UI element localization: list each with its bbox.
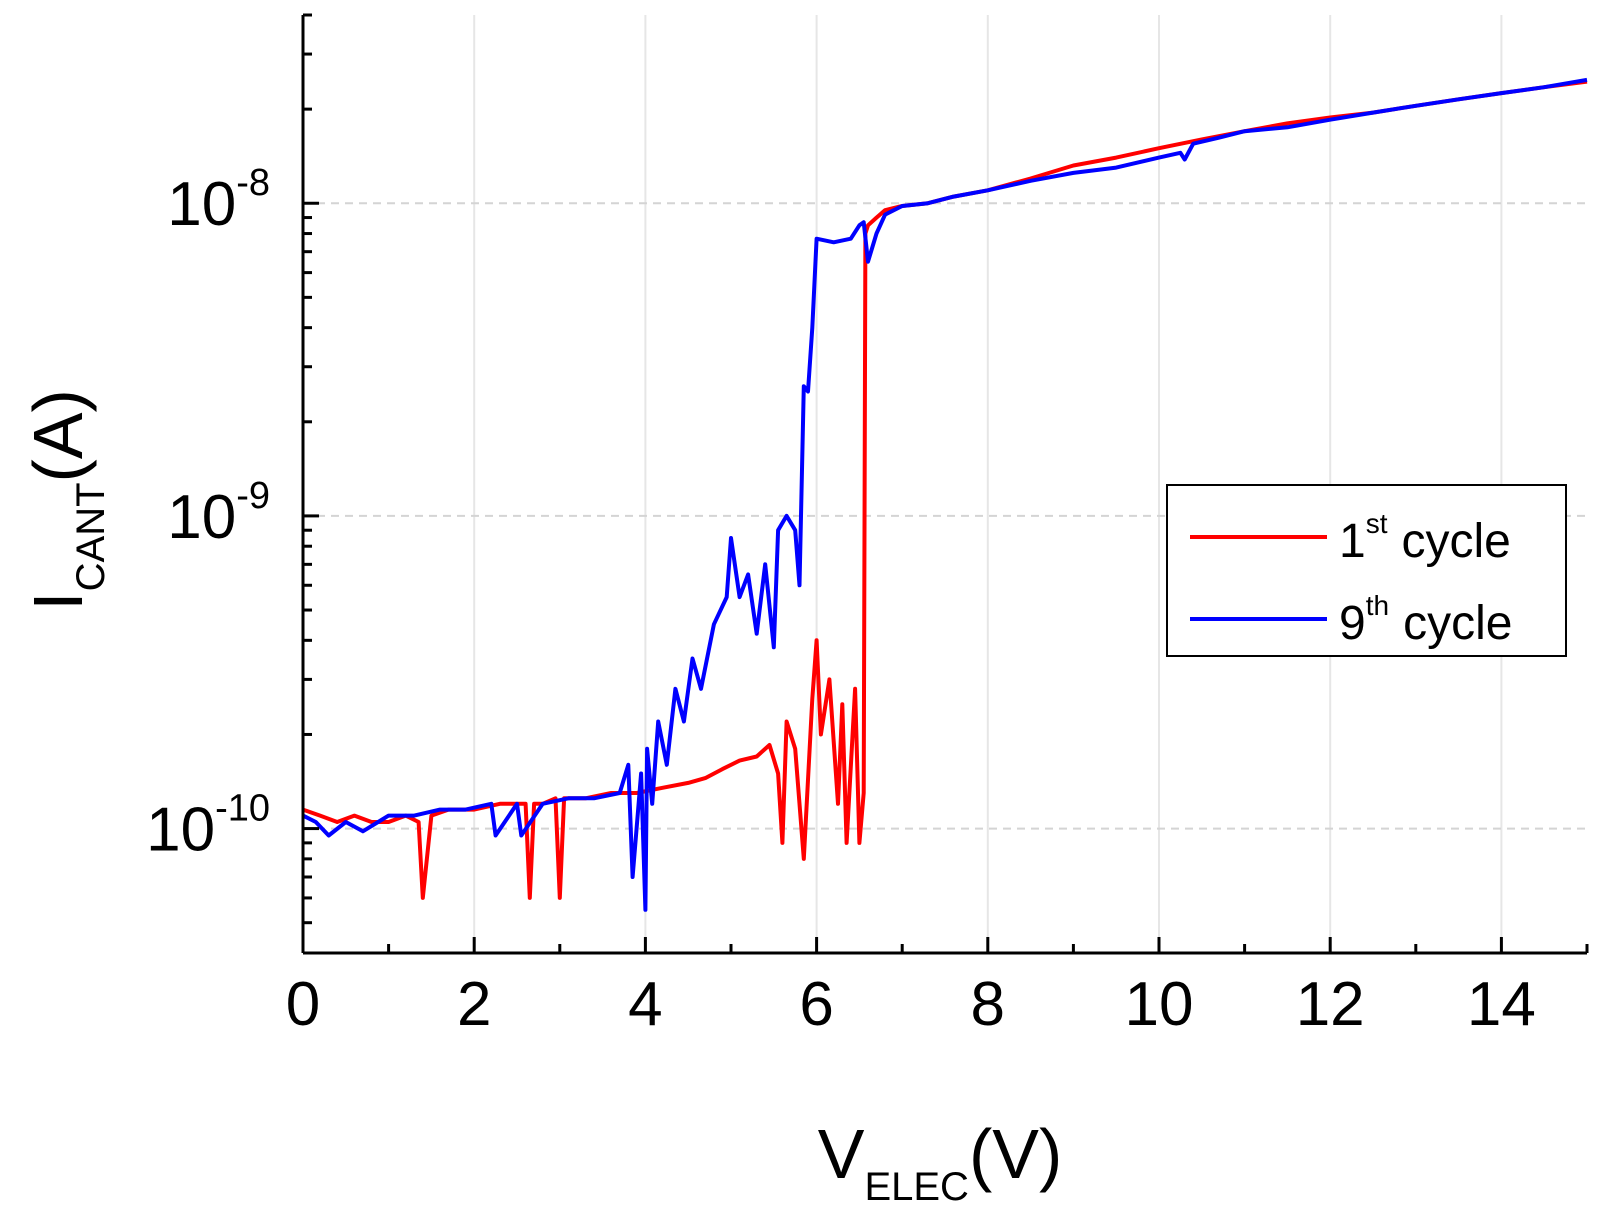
x-tick-label: 10 (1125, 970, 1194, 1039)
legend-item-1st-cycle: 1st cycle (1190, 508, 1511, 568)
x-tick-label: 8 (971, 970, 1005, 1039)
legend-label-9th-sup: th (1366, 590, 1389, 621)
legend-label-9th-num: 9 (1339, 597, 1366, 650)
y-tick-base: 10 (167, 170, 236, 239)
x-tick-label: 6 (799, 970, 833, 1039)
y-tick-label: 10-10 (146, 788, 270, 865)
x-axis-title-sub: ELEC (864, 1165, 969, 1209)
legend-label-1st-cycle: 1st cycle (1339, 508, 1511, 568)
y-axis-title-main: I (19, 591, 97, 610)
legend-item-9th-cycle: 9th cycle (1190, 590, 1512, 650)
y-tick-label: 10-8 (167, 162, 270, 239)
x-tick-label: 4 (628, 970, 662, 1039)
legend: 1st cycle 9th cycle (1166, 484, 1567, 657)
legend-label-9th-cycle: 9th cycle (1339, 590, 1512, 650)
y-tick-exponent: -9 (236, 475, 270, 517)
x-ticks: 0 2 4 6 8 10 12 14 (286, 937, 1589, 1039)
legend-label-9th-text: cycle (1403, 597, 1512, 650)
legend-box (1166, 484, 1567, 657)
y-axis-title-unit: (A) (19, 389, 97, 482)
y-tick-base: 10 (146, 796, 215, 865)
y-tick-exponent: -8 (236, 162, 270, 204)
legend-label-1st-num: 1 (1339, 515, 1366, 568)
series-line-9th-cycle (302, 77, 1588, 912)
x-tick-label: 14 (1467, 970, 1536, 1039)
legend-label-1st-text: cycle (1401, 515, 1510, 568)
x-tick-label: 12 (1296, 970, 1365, 1039)
y-axis-title: ICANT(A) (19, 389, 113, 611)
x-axis-title: VELEC(V) (818, 1115, 1063, 1209)
x-axis-title-unit: (V) (969, 1115, 1062, 1193)
x-tick-label: 0 (286, 970, 320, 1039)
x-axis-title-main: V (818, 1115, 865, 1193)
axes (301, 15, 1587, 955)
legend-label-1st-sup: st (1366, 508, 1388, 539)
x-tick-label: 2 (457, 970, 491, 1039)
y-tick-label: 10-9 (167, 475, 270, 552)
series-layer (302, 77, 1588, 912)
y-axis-title-sub: CANT (69, 482, 113, 591)
y-tick-exponent: -10 (215, 788, 270, 830)
y-tick-base: 10 (167, 483, 236, 552)
